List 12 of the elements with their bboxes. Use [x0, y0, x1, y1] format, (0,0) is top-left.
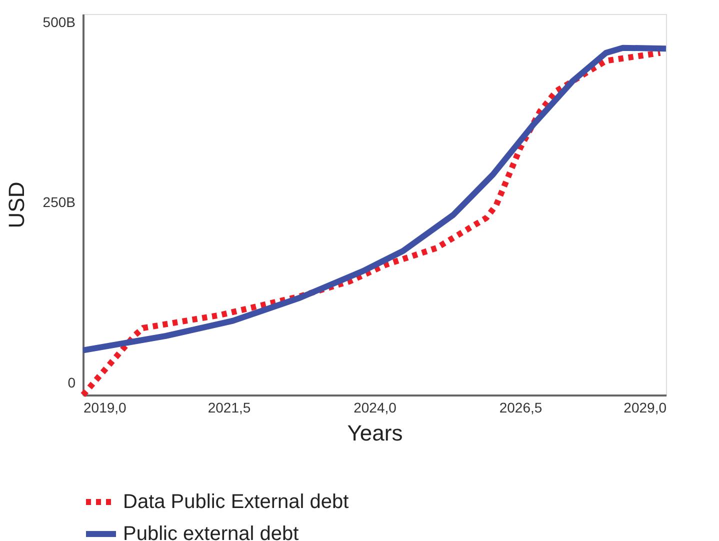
- y-tick-label: 0: [68, 374, 76, 390]
- y-axis-title: USD: [4, 182, 29, 228]
- x-axis-title: Years: [347, 420, 403, 446]
- legend-label: Public external debt: [123, 523, 300, 541]
- y-tick-label: 250B: [42, 194, 76, 210]
- legend-label: Data Public External debt: [123, 491, 350, 513]
- x-tick-label: 2024,0: [354, 400, 397, 416]
- x-tick-label: 2029,0: [624, 400, 667, 416]
- x-tick-label: 2026,5: [499, 400, 542, 416]
- x-tick-label: 2021,5: [208, 400, 251, 416]
- x-tick-label: 2019,0: [84, 400, 127, 416]
- y-tick-label: 500B: [42, 14, 76, 30]
